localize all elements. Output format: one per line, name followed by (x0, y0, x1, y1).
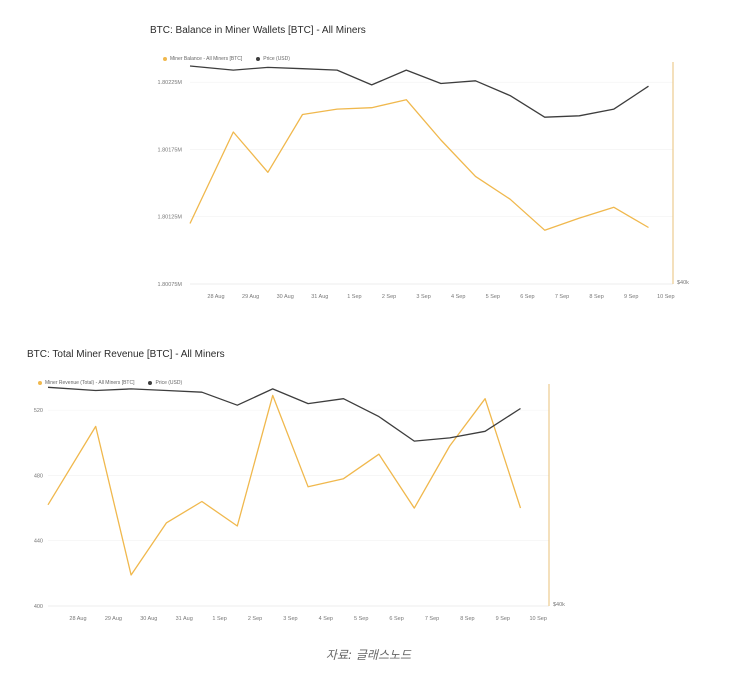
chart-1-x-tick-label: 1 Sep (347, 294, 361, 300)
legend-dot-price-2 (148, 381, 153, 385)
chart-1-title: BTC: Balance in Miner Wallets [BTC] - Al… (150, 25, 366, 36)
chart-1-x-tick-label: 3 Sep (416, 294, 430, 300)
chart-1-x-tick-label: 5 Sep (486, 294, 500, 300)
legend-label-price: Price (USD) (263, 56, 290, 62)
chart-1-x-tick-label: 10 Sep (657, 294, 674, 300)
legend-item-balance[interactable]: Miner Balance - All Miners [BTC] (163, 56, 242, 62)
chart-1-x-tick-label: 4 Sep (451, 294, 465, 300)
chart-1-legend: Miner Balance - All Miners [BTC] Price (… (163, 56, 290, 62)
chart-1-y-tick-label: 1.80125M (158, 215, 183, 221)
chart-1-x-tick-label: 30 Aug (277, 294, 294, 300)
legend-label-price-2: Price (USD) (155, 380, 183, 386)
chart-1-right-tick-label: $40k (677, 280, 689, 286)
chart-1-price-series-line (189, 65, 649, 118)
legend-label-revenue: Miner Revenue (Total) - All Miners [BTC] (45, 380, 135, 386)
legend-dot-price (256, 57, 261, 61)
legend-item-revenue[interactable]: Miner Revenue (Total) - All Miners [BTC] (38, 380, 134, 386)
chart-1-x-tick-label: 6 Sep (520, 294, 534, 300)
chart-1-y-tick-label: 1.80175M (158, 147, 183, 153)
chart-1-x-tick-label: 28 Aug (207, 294, 224, 300)
legend-item-price[interactable]: Price (USD) (256, 56, 290, 62)
chart-1-x-tick-label: 2 Sep (382, 294, 396, 300)
chart-1-x-tick-label: 31 Aug (311, 294, 328, 300)
chart-1-y-tick-label: 1.80075M (158, 282, 183, 288)
chart-1-x-tick-label: 8 Sep (589, 294, 603, 300)
legend-item-price-2[interactable]: Price (USD) (148, 380, 182, 386)
legend-dot-balance (163, 57, 167, 61)
chart-2-legend: Miner Revenue (Total) - All Miners [BTC]… (38, 380, 182, 386)
legend-label-balance: Miner Balance - All Miners [BTC] (170, 56, 243, 62)
chart-1-y-tick-label: 1.80225M (158, 80, 183, 86)
chart-2-title: BTC: Total Miner Revenue [BTC] - All Min… (27, 349, 225, 360)
legend-dot-revenue (38, 381, 42, 385)
chart-1-x-tick-label: 7 Sep (555, 294, 569, 300)
chart-1-primary-series-line (189, 99, 649, 231)
chart-1-x-tick-label: 29 Aug (242, 294, 259, 300)
chart-1-x-tick-label: 9 Sep (624, 294, 638, 300)
source-caption: 자료: 글래스노드 (325, 648, 412, 662)
